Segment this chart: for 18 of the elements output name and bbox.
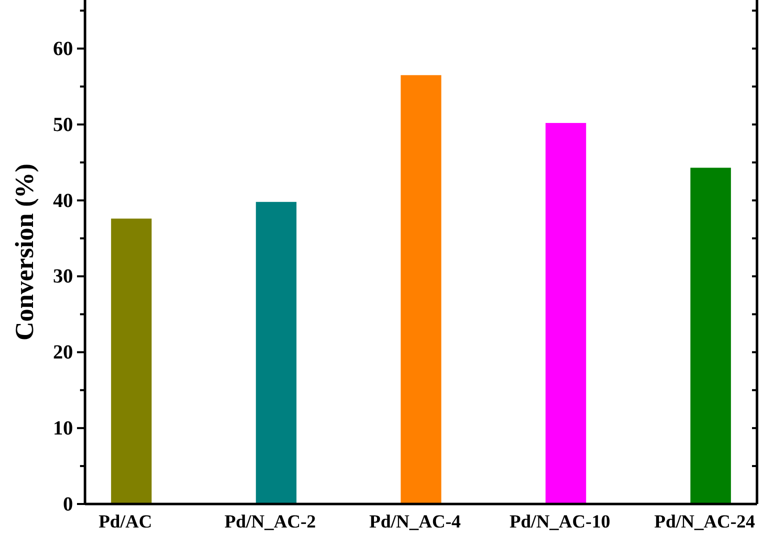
y-tick-label: 40 — [53, 190, 73, 212]
y-tick-label: 10 — [53, 417, 73, 440]
x-tick-label: Pd/N_AC-2 — [224, 512, 316, 532]
bar — [400, 75, 442, 504]
y-tick-label: 20 — [53, 342, 73, 364]
y-tick-label: 0 — [63, 493, 73, 516]
bar — [690, 168, 731, 504]
bar — [111, 218, 152, 504]
bar — [546, 122, 586, 504]
y-tick-label: 60 — [53, 38, 73, 60]
y-tick-label: 50 — [53, 114, 73, 136]
y-tick-label: 30 — [53, 266, 73, 288]
x-tick-label: Pd/N_AC-24 — [654, 512, 756, 532]
x-tick-label: Pd/N_AC-10 — [509, 512, 610, 532]
bar — [256, 202, 296, 504]
y-axis-title: Conversion (%) — [10, 164, 39, 340]
x-tick-label: Pd/AC — [98, 512, 152, 532]
x-tick-label: Pd/N_AC-4 — [369, 512, 461, 532]
